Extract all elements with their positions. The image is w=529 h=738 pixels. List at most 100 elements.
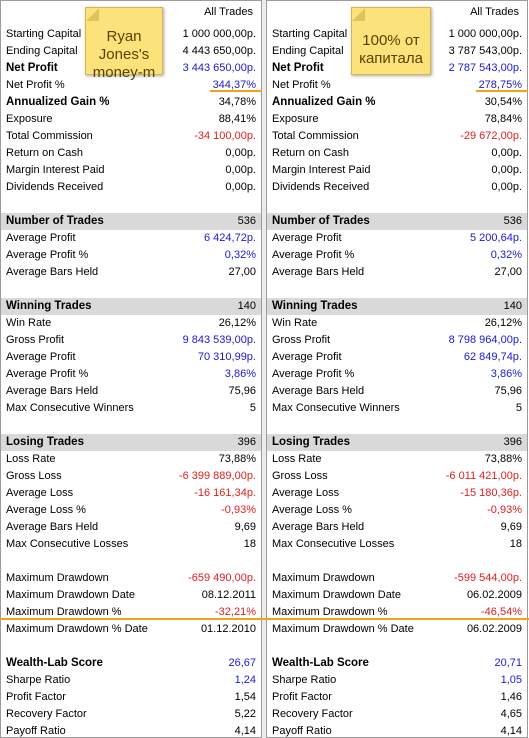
stat-value: 2 787 543,00р. [448,62,522,74]
stat-row: Profit Factor 1,46 [272,689,522,706]
stat-row: Max Consecutive Winners 5 [272,400,522,417]
stat-value: -6 011 421,00р. [445,470,522,482]
sticky-fold-icon [86,8,99,21]
stat-row: Total Commission -29 672,00р. [272,128,522,145]
stat-row: Recovery Factor 5,22 [6,706,256,723]
stat-value: 26,67 [228,657,256,669]
stat-value: 3,86% [490,368,522,380]
stat-row: Margin Interest Paid 0,00р. [6,162,256,179]
stat-label: Average Bars Held [6,385,99,397]
stat-value: 73,88% [218,453,256,465]
stat-label: Recovery Factor [6,708,87,720]
stat-label: Average Bars Held [272,266,365,278]
stat-row: Recovery Factor 4,65 [272,706,522,723]
stat-label: Payoff Ratio [272,725,332,737]
stat-label: Loss Rate [6,453,56,465]
section-header: Number of Trades 536 [267,213,527,230]
sticky-fold-icon [352,8,365,21]
stat-row: Average Loss % -0,93% [272,502,522,519]
stat-row: Win Rate 26,12% [272,315,522,332]
stat-row: Return on Cash 0,00р. [6,145,256,162]
stat-label: Return on Cash [272,147,350,159]
stat-row: Average Profit 6 424,72р. [6,230,256,247]
stat-value: 34,78% [218,96,256,108]
section-header-count: 396 [237,436,256,448]
stat-row: Maximum Drawdown % -46,54% [272,604,522,621]
stat-label: Average Loss [272,487,340,499]
stat-value: -6 399 889,00р. [178,470,256,482]
stat-label: Average Profit [272,351,342,363]
stat-value: 4,65 [500,708,522,720]
stat-label: Gross Loss [272,470,328,482]
stat-row: Starting Capital 1 000 000,00р. [272,26,522,43]
panel-divider[interactable] [262,0,266,738]
section-header-count: 536 [503,215,522,227]
stat-label: Maximum Drawdown [6,572,109,584]
stat-row: Gross Loss -6 399 889,00р. [6,468,256,485]
stat-row: Maximum Drawdown -659 490,00р. [6,570,256,587]
stat-value: 06.02.2009 [466,589,522,601]
stat-row: Net Profit 3 443 650,00р. [6,60,256,77]
stat-row: Annualized Gain % 30,54% [272,94,522,111]
stat-label: Average Profit % [272,368,355,380]
stat-label: Annualized Gain % [6,96,110,108]
stat-value: 4 443 650,00р. [182,45,256,57]
stat-row: Maximum Drawdown Date 06.02.2009 [272,587,522,604]
stat-label: Max Consecutive Winners [6,402,134,414]
stat-row: Average Bars Held 75,96 [6,383,256,400]
stat-label: Average Loss [6,487,74,499]
net-profit-pct-highlight [476,90,528,92]
stat-row: Loss Rate 73,88% [6,451,256,468]
net-profit-pct-highlight [210,90,262,92]
stat-value: -599 544,00р. [454,572,522,584]
stat-label: Dividends Received [272,181,370,193]
stat-row: Average Loss -15 180,36р. [272,485,522,502]
stat-label: Maximum Drawdown % [6,606,122,618]
section-header: Number of Trades 536 [1,213,261,230]
stat-value: 8 798 964,00р. [448,334,522,346]
sticky-note: Ryan Jones's money-m [85,7,163,81]
panel-title: All Trades [204,6,253,18]
stat-row: Average Profit 62 849,74р. [272,349,522,366]
stat-label: Gross Profit [272,334,331,346]
stat-label: Max Consecutive Winners [272,402,400,414]
stat-value: 3 443 650,00р. [182,62,256,74]
stat-label: Win Rate [6,317,52,329]
stat-label: Margin Interest Paid [272,164,371,176]
stat-label: Margin Interest Paid [6,164,105,176]
stat-label: Profit Factor [272,691,332,703]
stat-label: Return on Cash [6,147,84,159]
stat-row: Gross Profit 9 843 539,00р. [6,332,256,349]
stat-row: Average Bars Held 9,69 [272,519,522,536]
stat-label: Gross Profit [6,334,65,346]
stat-label: Maximum Drawdown % [272,606,388,618]
stat-value: 88,41% [218,113,256,125]
stat-label: Annualized Gain % [272,96,376,108]
stat-value: 1,46 [500,691,522,703]
stat-value: 78,84% [484,113,522,125]
stat-row: Average Profit % 3,86% [6,366,256,383]
stat-row: Annualized Gain % 34,78% [6,94,256,111]
stat-label: Average Bars Held [272,521,365,533]
stat-label: Exposure [272,113,319,125]
section-header-label: Losing Trades [6,436,84,448]
stat-label: Maximum Drawdown % Date [6,623,148,635]
stat-row: Net Profit % 278,75% [272,77,522,94]
stat-label: Net Profit [272,62,324,74]
stat-row: Maximum Drawdown % -32,21% [6,604,256,621]
stat-row: Dividends Received 0,00р. [6,179,256,196]
stat-row: Maximum Drawdown -599 544,00р. [272,570,522,587]
stat-row: Max Consecutive Winners 5 [6,400,256,417]
stat-value: -34 100,00р. [194,130,256,142]
stat-label: Maximum Drawdown Date [6,589,135,601]
sticky-note-text: Ryan Jones's money-m [92,28,156,81]
stat-value: -16 161,34р. [194,487,256,499]
stat-value: -32,21% [215,606,256,618]
stat-value: -46,54% [481,606,522,618]
stat-value: 06.02.2009 [466,623,522,635]
stat-value: 1,05 [500,674,522,686]
stat-value: 5,22 [234,708,256,720]
stat-label: Average Bars Held [6,266,99,278]
section-header-label: Losing Trades [272,436,350,448]
stat-value: 26,12% [218,317,256,329]
